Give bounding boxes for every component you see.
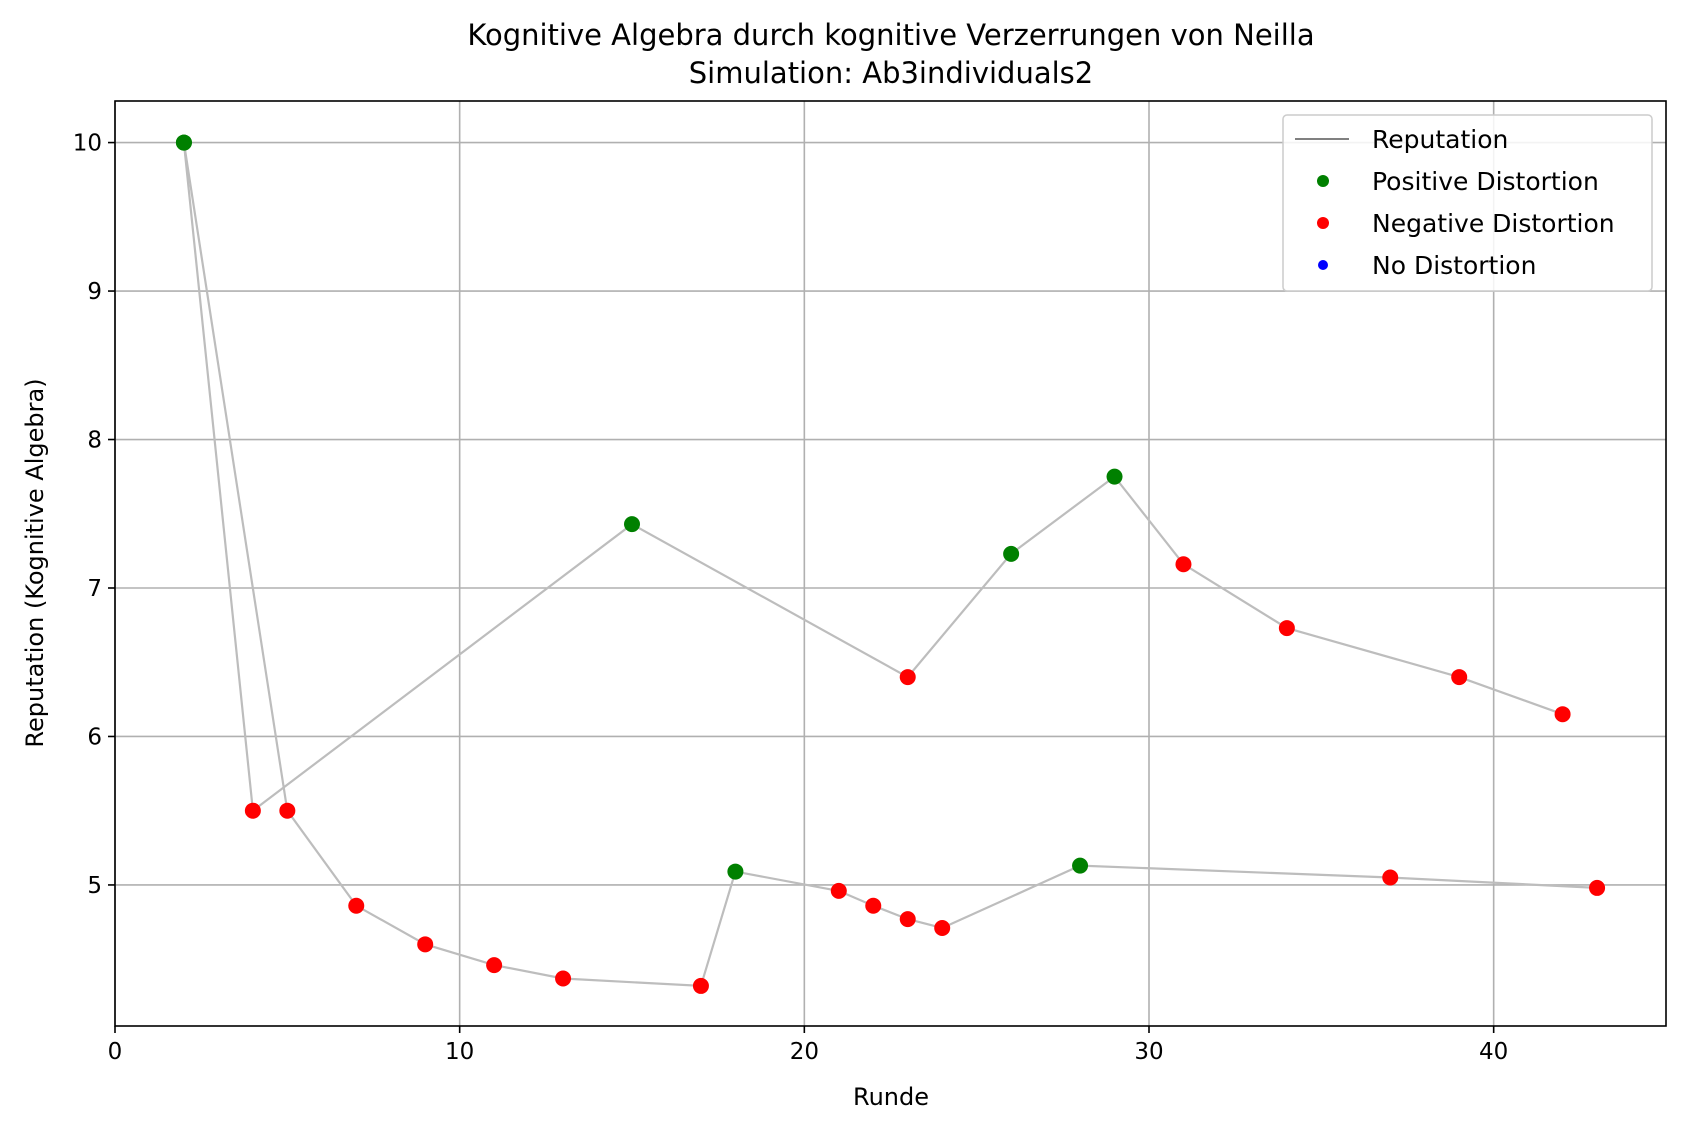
y-axis-label: Reputation (Kognitive Algebra): [21, 378, 49, 747]
x-tick-label: 0: [108, 1039, 123, 1065]
data-point-positive: [727, 863, 744, 880]
y-tick-label: 8: [87, 428, 102, 454]
y-tick-label: 6: [87, 724, 102, 750]
data-point-negative: [555, 970, 572, 987]
legend-label-reputation: Reputation: [1372, 125, 1508, 154]
y-axis-ticks: 5 6 7 8 9 10: [73, 131, 115, 899]
data-point-positive: [1072, 857, 1089, 874]
data-point-negative: [1451, 669, 1468, 686]
data-point-positive: [1106, 468, 1123, 485]
data-point-negative: [899, 911, 916, 928]
legend-label-none: No Distortion: [1372, 251, 1536, 280]
data-point-negative: [899, 669, 916, 686]
data-point-negative: [1278, 620, 1295, 637]
plot-frame: [114, 100, 1667, 1027]
y-tick-label: 5: [87, 873, 102, 899]
reputation-line-1: [182, 142, 1563, 813]
data-points: [175, 134, 1606, 994]
data-point-negative: [1175, 556, 1192, 573]
data-point-negative: [279, 802, 296, 819]
data-point-negative: [348, 897, 365, 914]
data-point-positive: [624, 516, 640, 533]
data-point-negative: [830, 882, 847, 899]
legend-marker-negative: [1317, 217, 1329, 229]
legend: Reputation Positive Distortion Negative …: [1282, 114, 1653, 292]
chart-title: Kognitive Algebra durch kognitive Verzer…: [467, 18, 1314, 52]
x-tick-label: 40: [1479, 1039, 1508, 1065]
x-tick-label: 20: [790, 1039, 819, 1065]
legend-label-negative: Negative Distortion: [1372, 209, 1615, 238]
data-point-negative: [486, 957, 503, 974]
legend-marker-none: [1318, 260, 1328, 270]
legend-label-positive: Positive Distortion: [1372, 167, 1599, 196]
x-tick-label: 10: [445, 1039, 474, 1065]
y-tick-label: 7: [87, 576, 102, 602]
y-tick-label: 10: [73, 131, 102, 157]
data-point-positive: [1003, 545, 1020, 562]
legend-box: [1282, 114, 1653, 292]
x-axis-label: Runde: [853, 1083, 929, 1111]
y-tick-label: 9: [87, 279, 102, 305]
legend-marker-positive: [1317, 175, 1329, 187]
data-point-negative: [934, 920, 951, 937]
data-point-negative: [1589, 879, 1606, 896]
x-axis-ticks: 0 10 20 30 40: [108, 1026, 1508, 1065]
data-point-negative: [417, 936, 434, 953]
data-point-negative: [1554, 706, 1571, 723]
data-point-negative: [865, 897, 882, 914]
x-tick-label: 30: [1134, 1039, 1163, 1065]
data-point-negative: [692, 977, 709, 994]
data-point-negative: [1382, 869, 1399, 886]
chart-subtitle: Simulation: Ab3individuals2: [689, 56, 1093, 90]
data-point-positive: [175, 134, 192, 151]
data-point-negative: [244, 802, 261, 819]
